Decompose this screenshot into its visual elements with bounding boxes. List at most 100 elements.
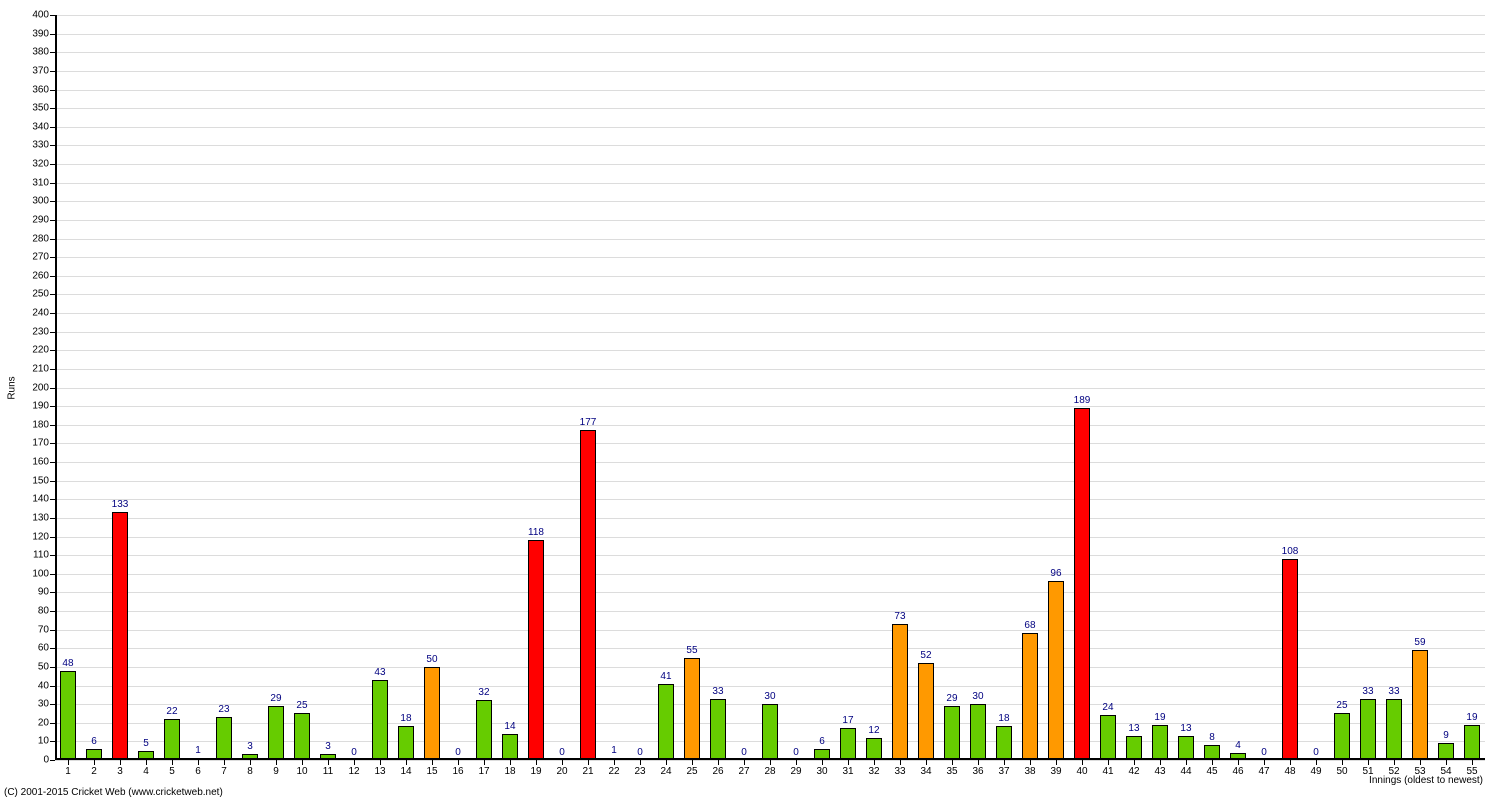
bar-wrap: 3	[242, 15, 257, 760]
y-tick-label: 120	[32, 531, 55, 542]
bar	[1282, 559, 1297, 760]
credit-text: (C) 2001-2015 Cricket Web (www.cricketwe…	[4, 787, 223, 798]
bar-value-label: 33	[712, 686, 723, 697]
bar-value-label: 25	[1336, 700, 1347, 711]
bar-wrap: 55	[684, 15, 699, 760]
bar-slot: 3217	[471, 15, 497, 760]
bar-value-label: 6	[819, 736, 825, 747]
y-tick-label: 270	[32, 252, 55, 263]
bar-value-label: 41	[660, 671, 671, 682]
bar-slot: 1731	[835, 15, 861, 760]
x-tick-label: 33	[894, 760, 905, 777]
bar-slot: 845	[1199, 15, 1225, 760]
bar-value-label: 48	[62, 658, 73, 669]
x-tick-label: 44	[1180, 760, 1191, 777]
bar	[658, 684, 673, 760]
y-tick-label: 240	[32, 308, 55, 319]
bar-slot: 16	[185, 15, 211, 760]
x-tick-label: 42	[1128, 760, 1139, 777]
bar-wrap: 59	[1412, 15, 1427, 760]
x-tick-label: 45	[1206, 760, 1217, 777]
plot-area: 4816213335422516237382992510311012431318…	[55, 15, 1485, 760]
bar	[996, 726, 1011, 760]
x-tick-label: 2	[91, 760, 97, 777]
bar-value-label: 25	[296, 700, 307, 711]
runs-chart: 4816213335422516237382992510311012431318…	[0, 0, 1500, 800]
bar-value-label: 18	[400, 713, 411, 724]
bar-wrap: 96	[1048, 15, 1063, 760]
bar-wrap: 0	[554, 15, 569, 760]
bar	[164, 719, 179, 760]
bar	[1126, 736, 1141, 760]
bar-value-label: 22	[166, 706, 177, 717]
bar-wrap: 1	[606, 15, 621, 760]
bar-slot: 225	[159, 15, 185, 760]
y-tick-label: 70	[38, 624, 55, 635]
bar-slot: 2935	[939, 15, 965, 760]
bar-slot: 049	[1303, 15, 1329, 760]
x-tick-label: 7	[221, 760, 227, 777]
x-tick-label: 11	[323, 760, 333, 777]
y-tick-label: 210	[32, 363, 55, 374]
y-tick-label: 320	[32, 159, 55, 170]
bar-value-label: 33	[1362, 686, 1373, 697]
bar	[268, 706, 283, 760]
bar-slot: 62	[81, 15, 107, 760]
y-tick-label: 200	[32, 382, 55, 393]
bar-slot: 047	[1251, 15, 1277, 760]
x-tick-label: 10	[296, 760, 307, 777]
bar-wrap: 43	[372, 15, 387, 760]
x-tick-label: 25	[686, 760, 697, 777]
bar-wrap: 19	[1152, 15, 1167, 760]
x-tick-label: 9	[273, 760, 279, 777]
bar-wrap: 73	[892, 15, 907, 760]
y-tick-label: 180	[32, 419, 55, 430]
bar-slot: 311	[315, 15, 341, 760]
y-tick-label: 220	[32, 345, 55, 356]
bar-slot: 954	[1433, 15, 1459, 760]
y-axis-title: Runs	[7, 376, 18, 399]
x-tick-label: 17	[478, 760, 489, 777]
bar-value-label: 0	[1261, 747, 1267, 758]
bar-wrap: 32	[476, 15, 491, 760]
bar-slot: 029	[783, 15, 809, 760]
bar-wrap: 30	[762, 15, 777, 760]
bar	[892, 624, 907, 760]
x-tick-label: 21	[582, 760, 593, 777]
bar-value-label: 33	[1388, 686, 1399, 697]
bar-wrap: 25	[294, 15, 309, 760]
bar-wrap: 33	[710, 15, 725, 760]
bar	[216, 717, 231, 760]
bar-wrap: 41	[658, 15, 673, 760]
bar	[944, 706, 959, 760]
bar-wrap: 0	[1256, 15, 1271, 760]
y-tick-label: 40	[38, 680, 55, 691]
x-tick-label: 38	[1024, 760, 1035, 777]
bar-value-label: 19	[1154, 712, 1165, 723]
bar-wrap: 25	[1334, 15, 1349, 760]
bar	[1412, 650, 1427, 760]
bar	[1074, 408, 1089, 760]
bar	[710, 699, 725, 760]
y-tick-label: 370	[32, 65, 55, 76]
bar-wrap: 0	[632, 15, 647, 760]
x-tick-label: 23	[634, 760, 645, 777]
bar-value-label: 13	[1180, 723, 1191, 734]
x-tick-label: 30	[816, 760, 827, 777]
bar-value-label: 55	[686, 645, 697, 656]
bar	[294, 713, 309, 760]
bar-slot: 012	[341, 15, 367, 760]
bar-wrap: 0	[1308, 15, 1323, 760]
bar-wrap: 29	[268, 15, 283, 760]
x-tick-label: 24	[660, 760, 671, 777]
bar-value-label: 0	[741, 747, 747, 758]
bar-slot: 17721	[575, 15, 601, 760]
bar-slot: 6838	[1017, 15, 1043, 760]
bar	[918, 663, 933, 760]
x-tick-label: 49	[1310, 760, 1321, 777]
x-tick-label: 16	[452, 760, 463, 777]
bar	[762, 704, 777, 760]
bar-value-label: 73	[894, 611, 905, 622]
bar-slot: 122	[601, 15, 627, 760]
bar-value-label: 68	[1024, 620, 1035, 631]
